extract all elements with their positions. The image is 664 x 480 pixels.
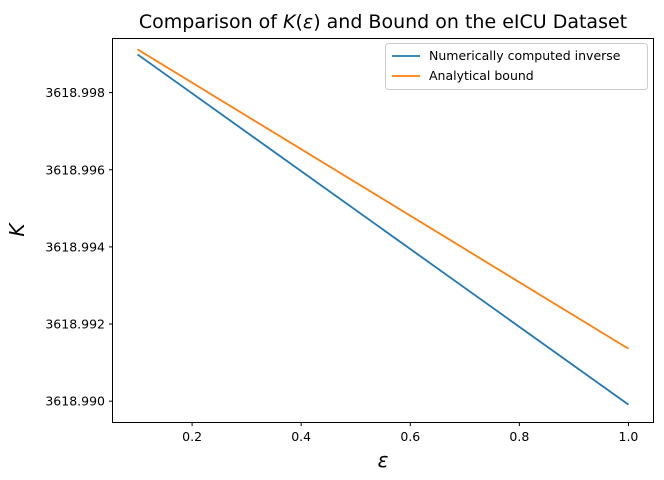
chart-title: Comparison of K(ε) and Bound on the eICU… [139, 11, 627, 33]
plot-frame [112, 38, 654, 423]
title-suffix: and Bound on the eICU Dataset [321, 11, 628, 33]
x-axis-label: ε [378, 448, 389, 472]
y-tick-label: 3618.992 [45, 317, 105, 332]
legend-box [385, 43, 648, 90]
y-tick-label: 3618.990 [45, 394, 105, 409]
legend: Numerically computed inverse Analytical … [385, 43, 648, 90]
y-tick-label: 3618.998 [45, 85, 105, 100]
x-tick-label: 1.0 [619, 429, 639, 444]
y-tick-label: 3618.996 [45, 162, 105, 177]
x-tick-label: 0.4 [291, 429, 311, 444]
series-layer [137, 48, 629, 406]
legend-label-analytical: Analytical bound [429, 68, 534, 83]
series-line-0 [137, 53, 629, 406]
y-axis-label: K [5, 222, 29, 237]
x-axis-ticks: 0.2 0.4 0.6 0.8 1.0 [182, 422, 638, 444]
y-tick-label: 3618.994 [45, 239, 105, 254]
title-open-paren: ( [295, 11, 302, 33]
title-close-paren: ) [313, 11, 320, 33]
title-prefix: Comparison of [139, 11, 283, 33]
legend-label-numerical: Numerically computed inverse [429, 48, 621, 63]
title-epsilon: ε [303, 11, 313, 33]
title-k: K [283, 11, 297, 33]
x-tick-label: 0.8 [509, 429, 529, 444]
y-axis-ticks: 3618.990 3618.992 3618.994 3618.996 3618.998 [45, 85, 113, 409]
x-tick-label: 0.2 [182, 429, 202, 444]
x-tick-label: 0.6 [400, 429, 420, 444]
series-line-1 [137, 48, 629, 350]
